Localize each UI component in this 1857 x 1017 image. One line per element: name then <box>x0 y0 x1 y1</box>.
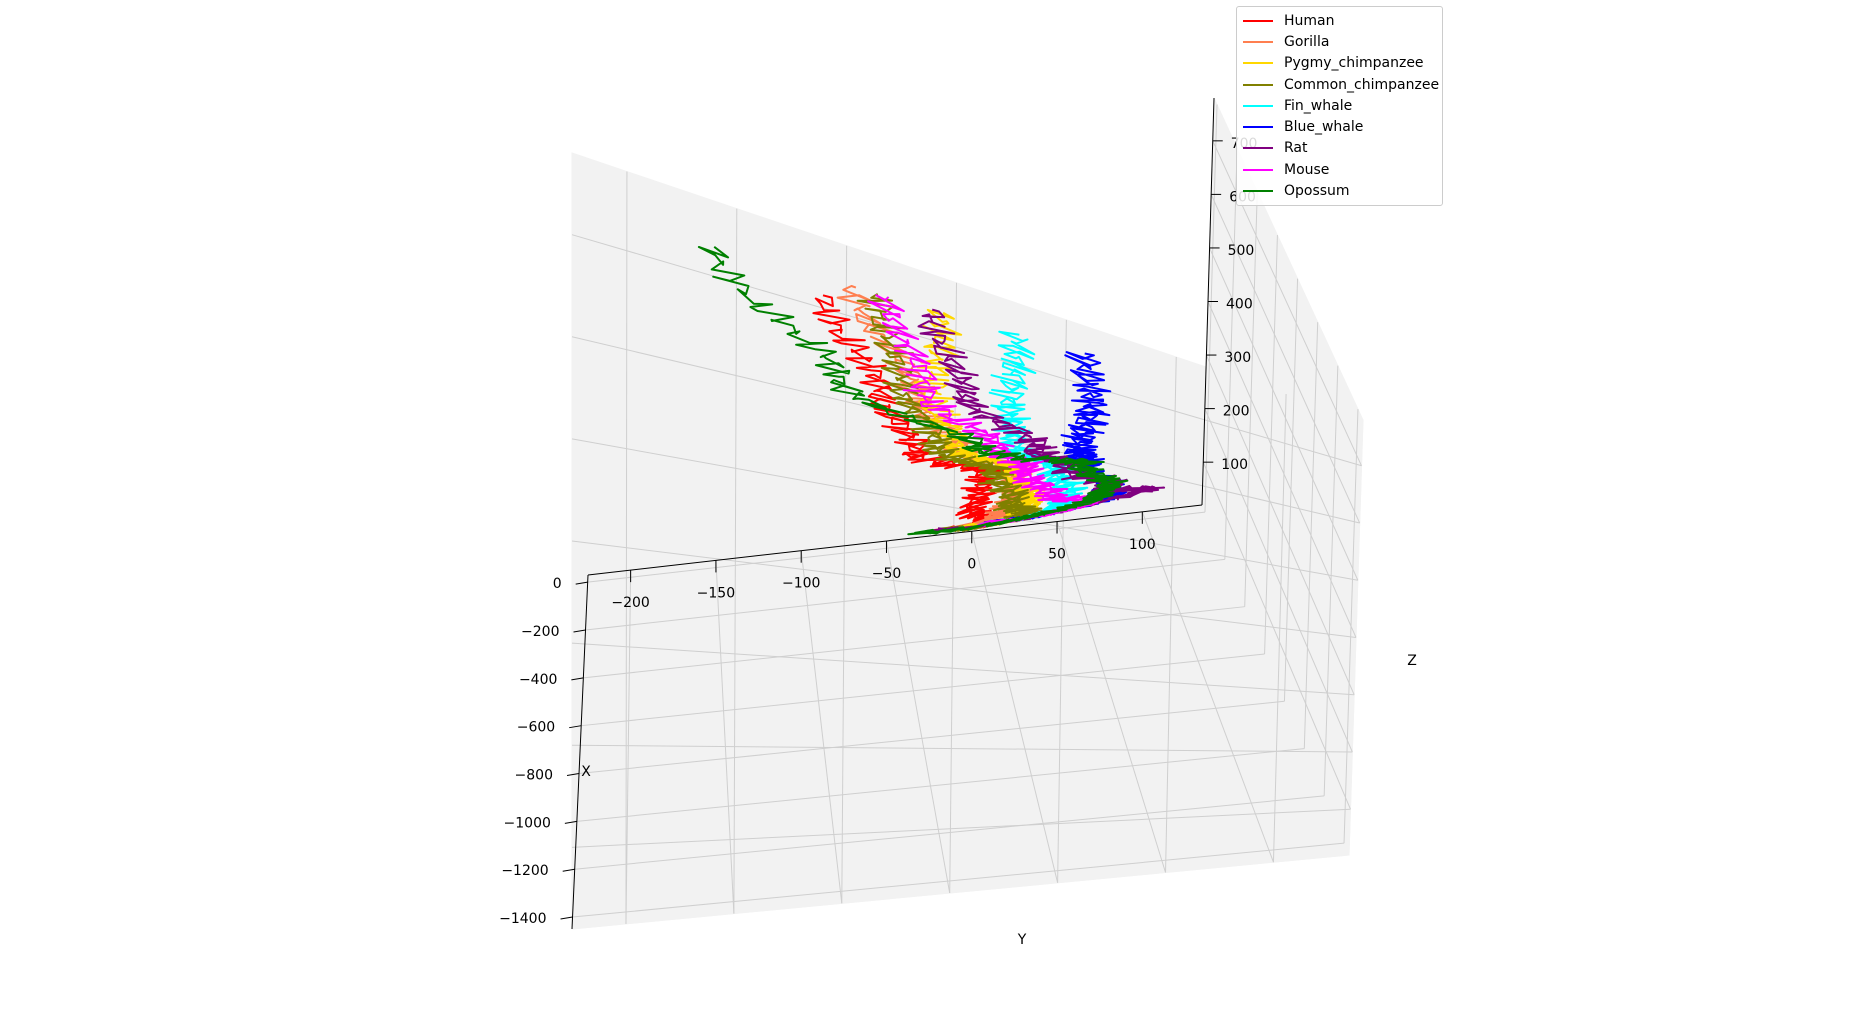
grid-lines <box>571 104 1362 924</box>
y-axis-label: Y <box>1017 932 1027 948</box>
tick-labels: −1400−1200−1000−800−600−400−2000−200−150… <box>499 136 1257 927</box>
grid-line <box>1210 194 1361 524</box>
legend-label: Blue_whale <box>1284 119 1364 136</box>
x-tick-mark <box>566 773 580 777</box>
x-tick-mark <box>573 629 586 633</box>
x-tick-mark <box>562 868 575 872</box>
legend-item: Fin_whale <box>1237 95 1442 116</box>
legend-label: Fin_whale <box>1284 97 1353 114</box>
legend-label: Opossum <box>1284 183 1350 200</box>
series-line-opossum <box>697 246 1129 536</box>
grid-line <box>583 606 1245 679</box>
grid-line <box>585 558 1225 631</box>
y-tick-label: 50 <box>1048 547 1066 563</box>
z-tick-label: 200 <box>1223 404 1250 420</box>
y-tick-label: 0 <box>967 556 976 572</box>
x-tick-label: −200 <box>521 624 559 640</box>
x-tick-label: −1200 <box>501 863 548 879</box>
legend-item: Blue_whale <box>1237 116 1442 137</box>
axis-panes <box>571 97 1364 930</box>
x-axis-line <box>571 574 589 930</box>
grid-line <box>625 570 632 924</box>
grid-line <box>571 808 1351 848</box>
grid-line <box>571 540 1357 638</box>
x-tick-mark <box>571 677 584 681</box>
legend-item: Common_chimpanzee <box>1237 74 1442 95</box>
grid-line <box>715 560 735 914</box>
x-tick-label: −400 <box>519 672 557 688</box>
legend-label: Common_chimpanzee <box>1284 76 1440 93</box>
y-tick-label: 100 <box>1129 537 1156 553</box>
x-tick-mark <box>560 916 573 920</box>
legend-item: Opossum <box>1237 180 1442 201</box>
y-axis-line <box>587 504 1203 576</box>
grid-line <box>587 511 1206 583</box>
legend-swatch <box>1243 147 1273 150</box>
grid-line <box>1141 511 1274 863</box>
grid-line <box>574 795 1325 870</box>
y-tick-label: −200 <box>611 595 649 611</box>
grid-line <box>578 700 1285 775</box>
z-tick-label: 500 <box>1228 243 1255 259</box>
legend-swatch <box>1243 190 1273 193</box>
legend-item: Rat <box>1237 138 1442 159</box>
y-tick-label: −150 <box>697 585 735 601</box>
x-tick-label: −1000 <box>504 815 551 831</box>
legend-item: Mouse <box>1237 159 1442 180</box>
z-axis-label: Z <box>1407 653 1417 669</box>
legend-swatch <box>1243 83 1273 86</box>
legend-label: Mouse <box>1284 161 1330 178</box>
legend-swatch <box>1243 40 1273 43</box>
legend-label: Human <box>1284 12 1335 29</box>
grid-line <box>571 642 1355 696</box>
legend-swatch <box>1243 62 1273 65</box>
chart-legend: Human Gorilla Pygmy_chimpanzee Common_chimp… <box>1236 6 1443 206</box>
legend-swatch <box>1243 104 1273 107</box>
x-tick-label: −1400 <box>499 911 546 927</box>
series-lines <box>697 246 1166 536</box>
legend-swatch <box>1243 168 1273 171</box>
grid-line <box>572 842 1345 918</box>
legend-label: Gorilla <box>1284 33 1330 50</box>
grid-line <box>1204 408 1353 753</box>
series-line-mouse <box>867 294 1109 527</box>
grid-line <box>571 234 1362 467</box>
grid-line <box>1209 247 1359 581</box>
grid-line <box>1205 354 1355 695</box>
grid-line <box>1056 521 1167 873</box>
legend-item: Pygmy_chimpanzee <box>1237 53 1442 74</box>
y-tick-label: −100 <box>782 576 820 592</box>
legend-swatch <box>1243 19 1273 22</box>
grid-line <box>800 550 843 904</box>
x-tick-label: −800 <box>515 768 553 784</box>
x-tick-mark <box>575 581 588 585</box>
x-tick-mark <box>564 820 577 824</box>
x-tick-label: −600 <box>517 720 555 736</box>
z-tick-label: 400 <box>1226 297 1253 313</box>
legend-label: Rat <box>1284 140 1308 157</box>
z-tick-label: 100 <box>1221 457 1248 473</box>
legend-item: Gorilla <box>1237 31 1442 52</box>
grid-line <box>1207 301 1357 638</box>
grid-line <box>576 748 1305 822</box>
legend-label: Pygmy_chimpanzee <box>1284 55 1424 72</box>
legend-item: Human <box>1237 10 1442 31</box>
x-axis-label: X <box>581 764 591 780</box>
grid-line <box>571 336 1360 524</box>
y-tick-label: −50 <box>872 566 902 582</box>
x-tick-mark <box>569 725 582 729</box>
grid-line <box>581 653 1265 727</box>
grid-line <box>571 744 1353 753</box>
legend-swatch <box>1243 126 1273 129</box>
grid-line <box>885 540 951 894</box>
z-tick-label: 300 <box>1224 350 1251 366</box>
x-tick-label: 0 <box>553 576 562 592</box>
